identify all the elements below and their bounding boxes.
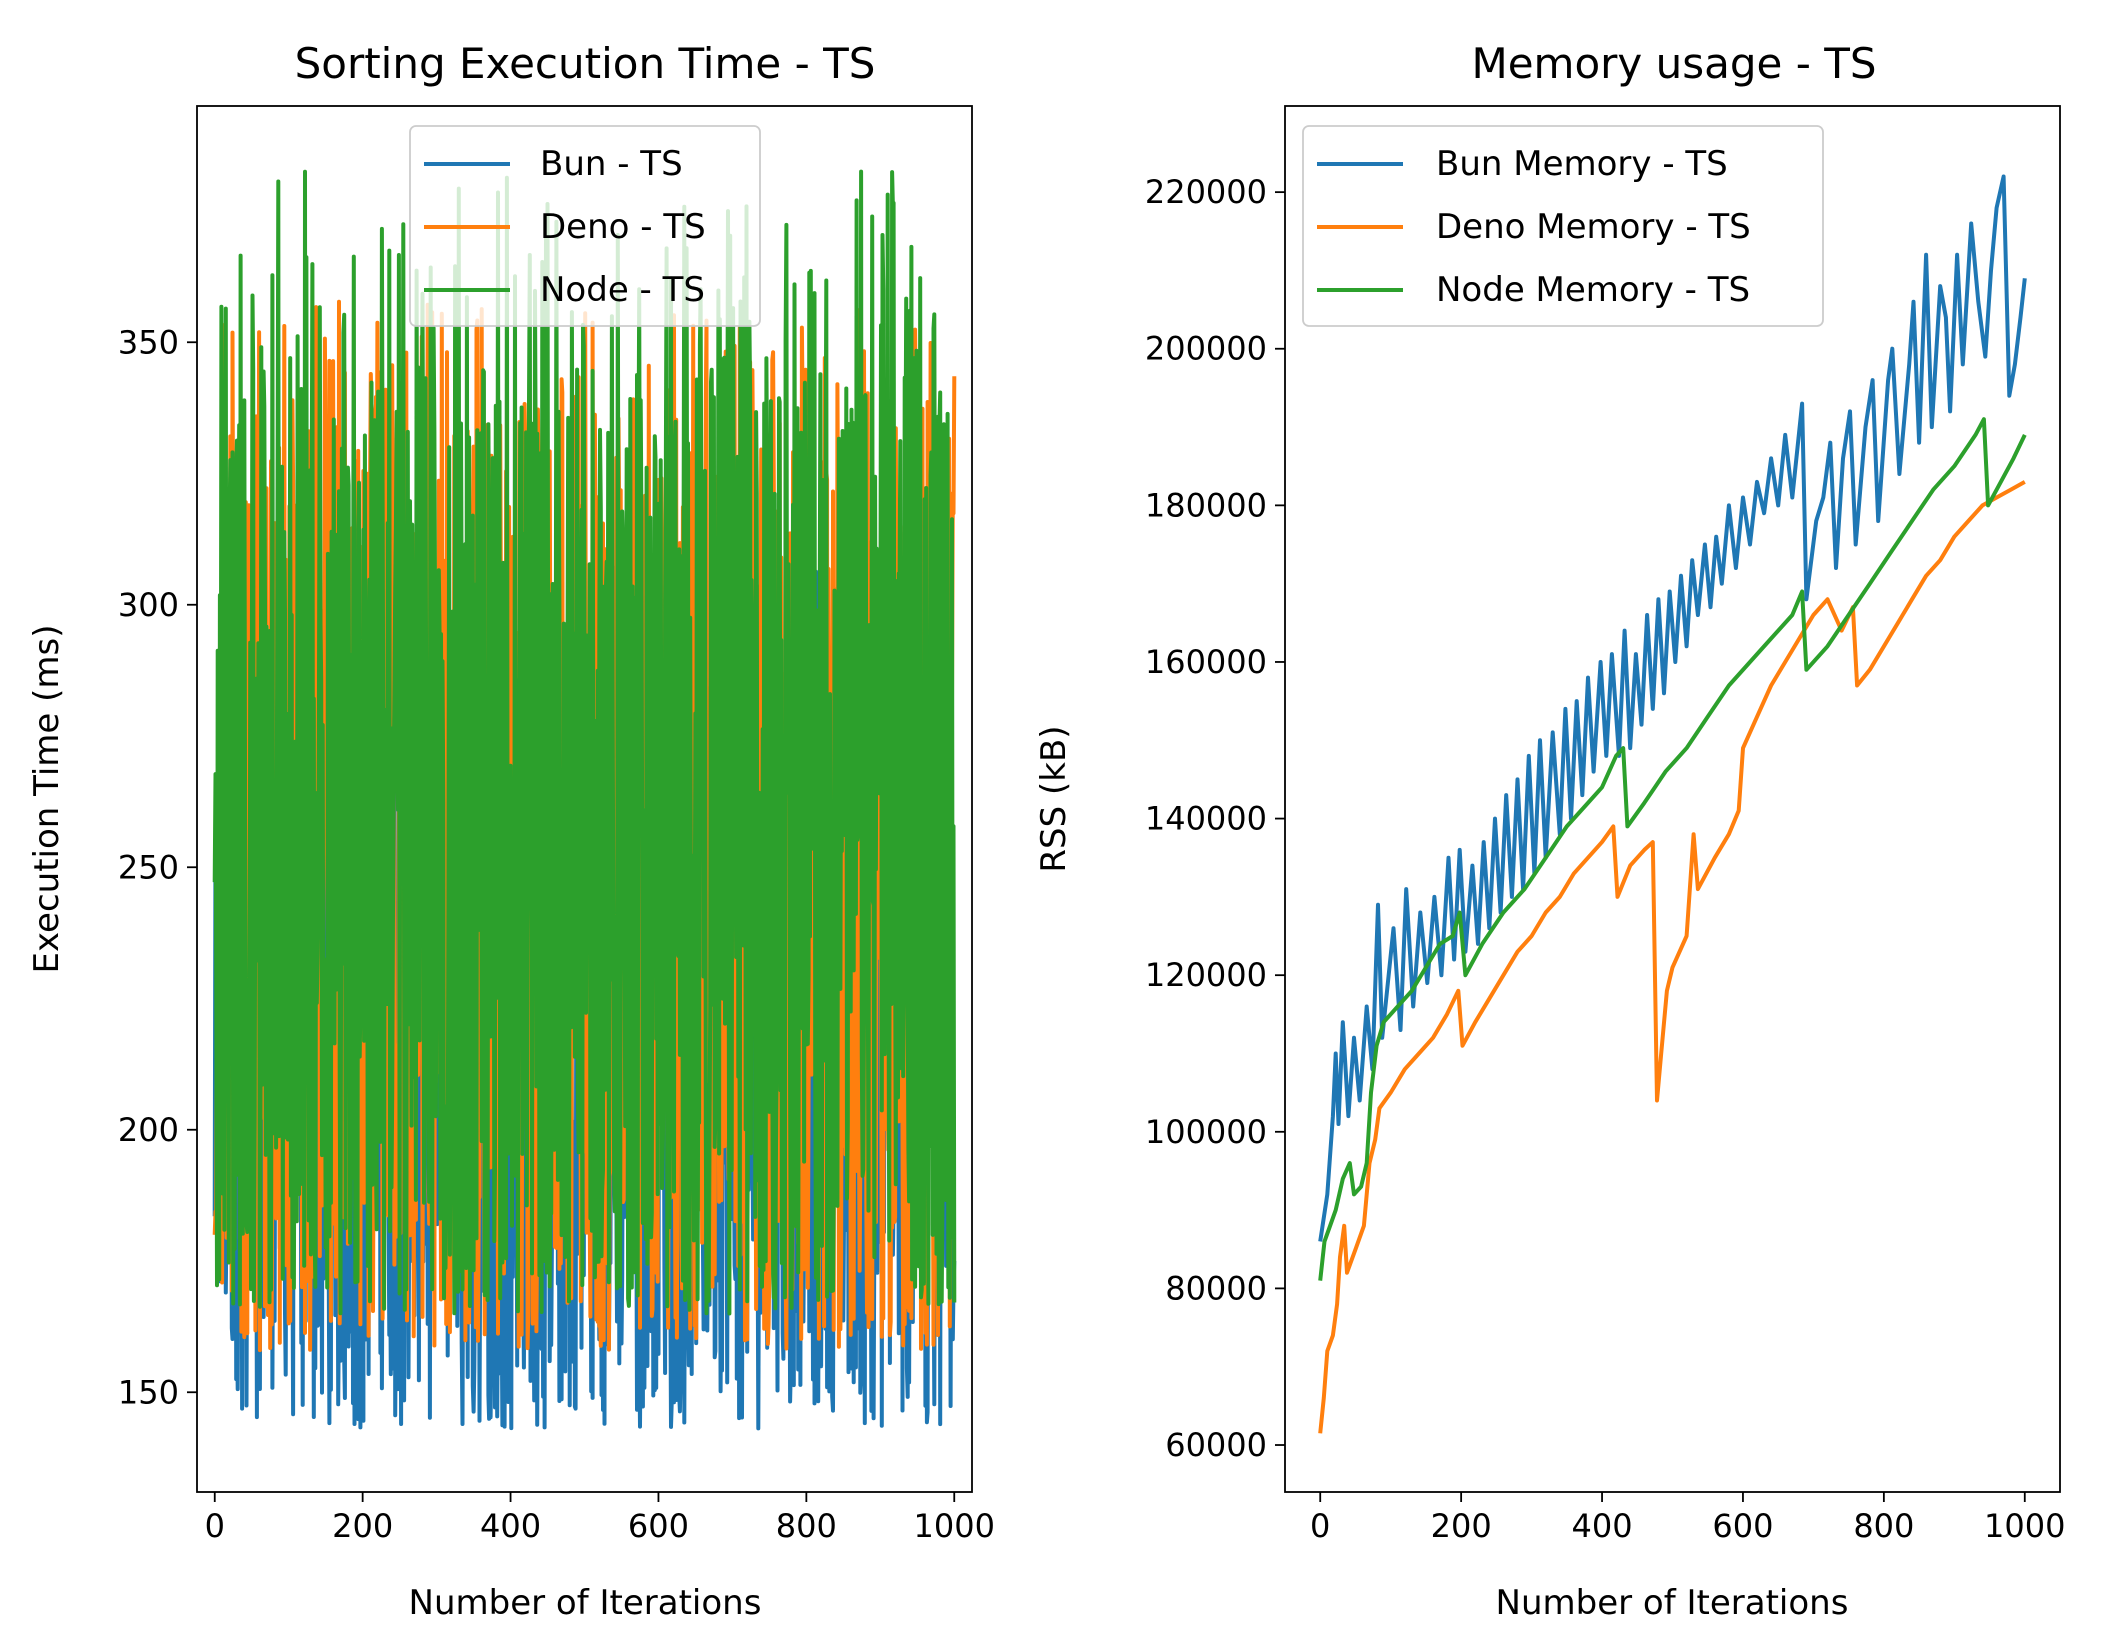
x-tick-label: 600 (628, 1507, 689, 1545)
chart-memory-usage: Memory usage - TS 0 200 400 600 800 1000 6000… (1034, 39, 2065, 1623)
x-tick-label: 0 (1310, 1507, 1330, 1545)
legend-label-bun: Bun - TS (540, 144, 683, 184)
chart-title: Memory usage - TS (1471, 39, 1876, 88)
y-tick-label: 140000 (1145, 800, 1267, 838)
y-tick-label: 80000 (1165, 1269, 1267, 1307)
legend-label-node: Node - TS (540, 270, 705, 310)
x-axis: 0 200 400 600 800 1000 (1310, 1492, 2065, 1545)
y-tick-label: 120000 (1145, 956, 1267, 994)
y-tick-label: 200000 (1145, 330, 1267, 368)
legend-label-deno-memory: Deno Memory - TS (1436, 207, 1751, 247)
x-axis-label: Number of Iterations (409, 1583, 762, 1623)
series-line-deno-memory-ts (1318, 480, 2026, 1434)
legend: Bun Memory - TS Deno Memory - TS Node Me… (1302, 125, 1824, 327)
x-axis-label: Number of Iterations (1496, 1583, 1849, 1623)
x-tick-label: 200 (1431, 1507, 1492, 1545)
x-tick-label: 200 (332, 1507, 393, 1545)
x-tick-label: 800 (1853, 1507, 1914, 1545)
legend: Bun - TS Deno - TS Node - TS (409, 125, 761, 327)
y-axis-label: RSS (kB) (1034, 725, 1074, 872)
x-axis: 0 200 400 600 800 1000 (205, 1492, 995, 1545)
chart-execution-time: Sorting Execution Time - TS 0 200 400 600 80… (27, 39, 995, 1623)
y-tick-label: 60000 (1165, 1426, 1267, 1464)
series-group (1318, 174, 2027, 1434)
x-tick-label: 400 (480, 1507, 541, 1545)
y-tick-label: 220000 (1145, 173, 1267, 211)
y-tick-label: 350 (118, 323, 179, 361)
x-tick-label: 0 (205, 1507, 225, 1545)
legend-label-node-memory: Node Memory - TS (1436, 270, 1750, 310)
series-group (212, 169, 957, 1431)
x-tick-label: 400 (1572, 1507, 1633, 1545)
y-tick-label: 100000 (1145, 1113, 1267, 1151)
plot-frame (196, 105, 973, 1493)
x-tick-label: 600 (1712, 1507, 1773, 1545)
legend-label-bun-memory: Bun Memory - TS (1436, 144, 1728, 184)
x-tick-label: 1000 (1984, 1507, 2065, 1545)
series-line-node-ts (212, 169, 957, 1316)
y-axis-label: Execution Time (ms) (27, 624, 67, 973)
plot-frame (1284, 105, 2061, 1493)
y-tick-label: 300 (118, 586, 179, 624)
legend-box (409, 125, 761, 327)
chart-title: Sorting Execution Time - TS (295, 39, 876, 88)
x-tick-label: 1000 (914, 1507, 995, 1545)
series-line-bun-memory-ts (1318, 174, 2027, 1242)
y-tick-label: 200 (118, 1111, 179, 1149)
y-tick-label: 160000 (1145, 643, 1267, 681)
legend-box (1302, 125, 1824, 327)
y-axis: 60000 80000 100000 120000 140000 160000 180000… (1145, 173, 1285, 1464)
y-tick-label: 150 (118, 1373, 179, 1411)
y-tick-label: 250 (118, 848, 179, 886)
x-tick-label: 800 (776, 1507, 837, 1545)
legend-label-deno: Deno - TS (540, 207, 706, 247)
y-axis: 150 200 250 300 350 (118, 323, 197, 1411)
series-line-node-memory-ts (1318, 417, 2027, 1281)
y-tick-label: 180000 (1145, 486, 1267, 524)
